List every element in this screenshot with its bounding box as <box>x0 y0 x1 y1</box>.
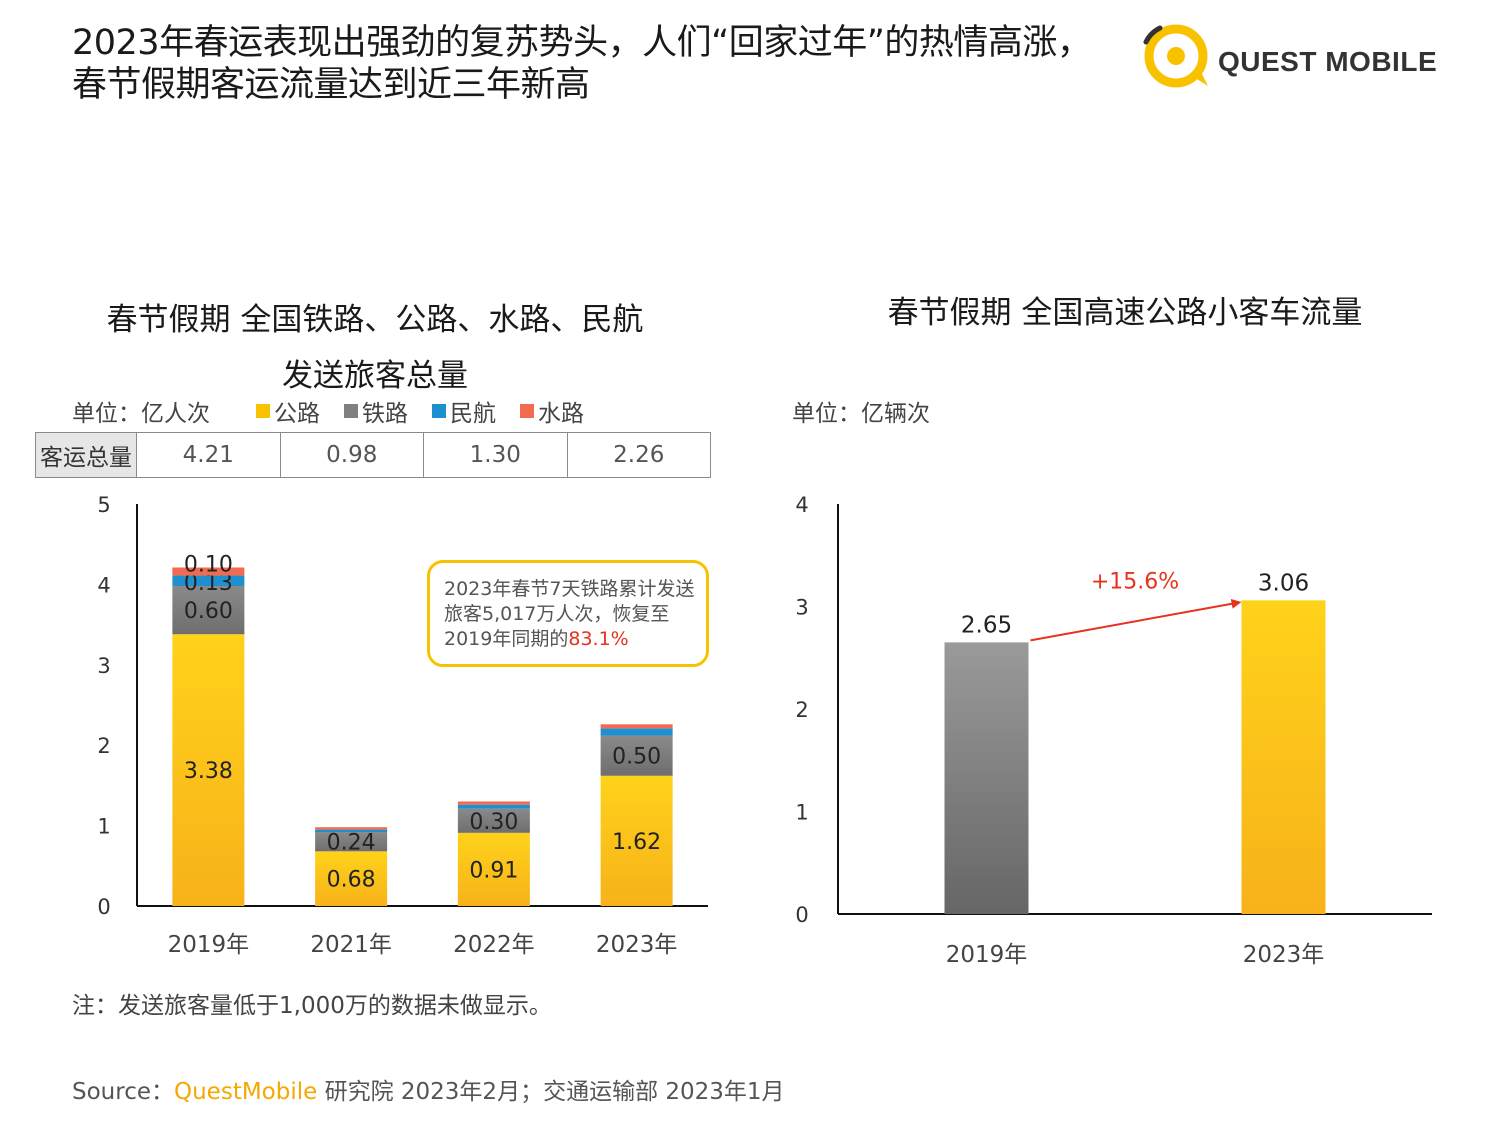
y-tick-label: 2 <box>97 734 110 758</box>
bar-segment-水路 <box>600 724 673 729</box>
y-tick-label: 4 <box>795 493 808 517</box>
legend-item-2: 民航 <box>432 394 496 428</box>
x-tick-label: 2022年 <box>453 932 535 958</box>
y-tick-label: 4 <box>97 573 110 597</box>
page-title-line1: 2023年春运表现出强劲的复苏势头，人们“回家过年”的热情高涨， <box>72 23 1092 63</box>
legend-swatch <box>344 404 358 418</box>
data-label: 0.30 <box>469 810 518 835</box>
bar-segment-铁路 <box>315 832 388 852</box>
data-label: 0.60 <box>184 599 233 624</box>
y-tick-label: 1 <box>795 801 808 825</box>
legend-swatch <box>256 404 270 418</box>
right-chart-unit: 单位：亿辆次 <box>792 401 930 427</box>
footnote: 注：发送旅客量低于1,000万的数据未做显示。 <box>72 993 552 1019</box>
questmobile-logo-icon <box>1143 24 1208 88</box>
bar-2023年 <box>1241 600 1326 914</box>
bar-segment-水路 <box>315 827 388 830</box>
bar-segment-水路 <box>172 567 245 576</box>
y-tick-label: 2 <box>795 698 808 722</box>
data-label: 3.38 <box>184 759 233 784</box>
source-org: QuestMobile <box>174 1079 318 1105</box>
callout-text: 2023年春节7天铁路累计发送旅客5,017万人次，恢复至2019年同期的 <box>444 578 695 650</box>
y-tick-label: 3 <box>97 654 110 678</box>
x-tick-label: 2023年 <box>596 932 678 958</box>
data-label: 1.62 <box>612 830 661 855</box>
growth-arrow <box>1030 598 1242 642</box>
total-cell-0: 4.21 <box>136 432 281 478</box>
page-title: 2023年春运表现出强劲的复苏势头，人们“回家过年”的热情高涨， 春节假期客运流… <box>72 22 1152 106</box>
page-title-line2: 春节假期客运流量达到近三年新高 <box>72 65 590 105</box>
total-cell-2: 1.30 <box>423 432 568 478</box>
data-label: 0.24 <box>327 831 376 856</box>
legend-label: 公路 <box>274 401 320 427</box>
y-tick-label: 0 <box>795 903 808 927</box>
legend-swatch <box>520 404 534 418</box>
bar-segment-公路 <box>172 634 245 906</box>
left-chart-unit: 单位：亿人次 <box>72 401 210 427</box>
bar-segment-民航 <box>457 804 530 809</box>
bar-segment-公路 <box>457 832 530 906</box>
legend-item-3: 水路 <box>520 394 584 428</box>
x-tick-label: 2021年 <box>310 932 392 958</box>
bar-segment-铁路 <box>457 808 530 833</box>
total-cell-1: 0.98 <box>279 432 424 478</box>
bar-segment-铁路 <box>600 735 673 776</box>
bar-segment-公路 <box>600 775 673 906</box>
growth-annotation: +15.6% <box>1091 569 1179 594</box>
x-tick-label: 2019年 <box>946 942 1028 968</box>
y-tick-label: 0 <box>97 895 110 919</box>
legend-item-1: 铁路 <box>344 394 408 428</box>
y-tick-label: 5 <box>97 493 110 517</box>
source-line: Source：QuestMobile 研究院 2023年2月；交通运输部 202… <box>72 1072 785 1106</box>
legend-label: 水路 <box>538 401 584 427</box>
data-label: 3.06 <box>1258 570 1309 596</box>
callout-box: 2023年春节7天铁路累计发送旅客5,017万人次，恢复至2019年同期的83.… <box>427 560 709 667</box>
bar-2019年 <box>944 642 1029 914</box>
bar-segment-民航 <box>600 728 673 736</box>
bar-segment-民航 <box>172 575 245 587</box>
left-bar-chart: 0123453.380.600.130.102019年0.680.242021年… <box>97 493 708 958</box>
y-tick-label: 1 <box>97 815 110 839</box>
x-tick-label: 2019年 <box>168 932 250 958</box>
left-chart-title-line2: 发送旅客总量 <box>282 358 468 394</box>
bar-segment-水路 <box>457 801 530 805</box>
x-tick-label: 2023年 <box>1243 942 1325 968</box>
bar-segment-公路 <box>315 851 388 906</box>
data-label: 0.50 <box>612 745 661 770</box>
data-label: 0.91 <box>469 858 518 883</box>
left-chart-title: 春节假期 全国铁路、公路、水路、民航 发送旅客总量 <box>40 292 710 404</box>
left-chart-title-line1: 春节假期 全国铁路、公路、水路、民航 <box>106 302 644 338</box>
data-label: 2.65 <box>961 612 1012 638</box>
legend-label: 民航 <box>450 401 496 427</box>
callout-highlight: 83.1% <box>568 628 629 650</box>
source-rest: 研究院 2023年2月；交通运输部 2023年1月 <box>317 1079 785 1105</box>
data-label: 0.10 <box>184 553 233 578</box>
data-label: 0.68 <box>327 868 376 893</box>
source-prefix: Source： <box>72 1079 174 1105</box>
legend: 公路 铁路 民航 水路 <box>256 394 584 428</box>
bar-segment-铁路 <box>172 586 245 635</box>
total-table: 客运总量 4.21 0.98 1.30 2.26 <box>35 432 711 478</box>
right-chart-title: 春节假期 全国高速公路小客车流量 <box>887 295 1363 331</box>
bar-segment-民航 <box>315 829 388 833</box>
right-bar-chart: 0 1 2 3 4 2.65 2019年 3.06 2023年 +15.6% <box>795 493 1432 968</box>
legend-swatch <box>432 404 446 418</box>
y-tick-label: 3 <box>795 596 808 620</box>
legend-item-0: 公路 <box>256 394 320 428</box>
total-row: 客运总量 4.21 0.98 1.30 2.26 <box>35 432 711 478</box>
total-header: 客运总量 <box>35 432 137 478</box>
legend-label: 铁路 <box>362 401 408 427</box>
total-cell-3: 2.26 <box>566 432 711 478</box>
brand-name: QUEST MOBILE <box>1218 46 1438 77</box>
